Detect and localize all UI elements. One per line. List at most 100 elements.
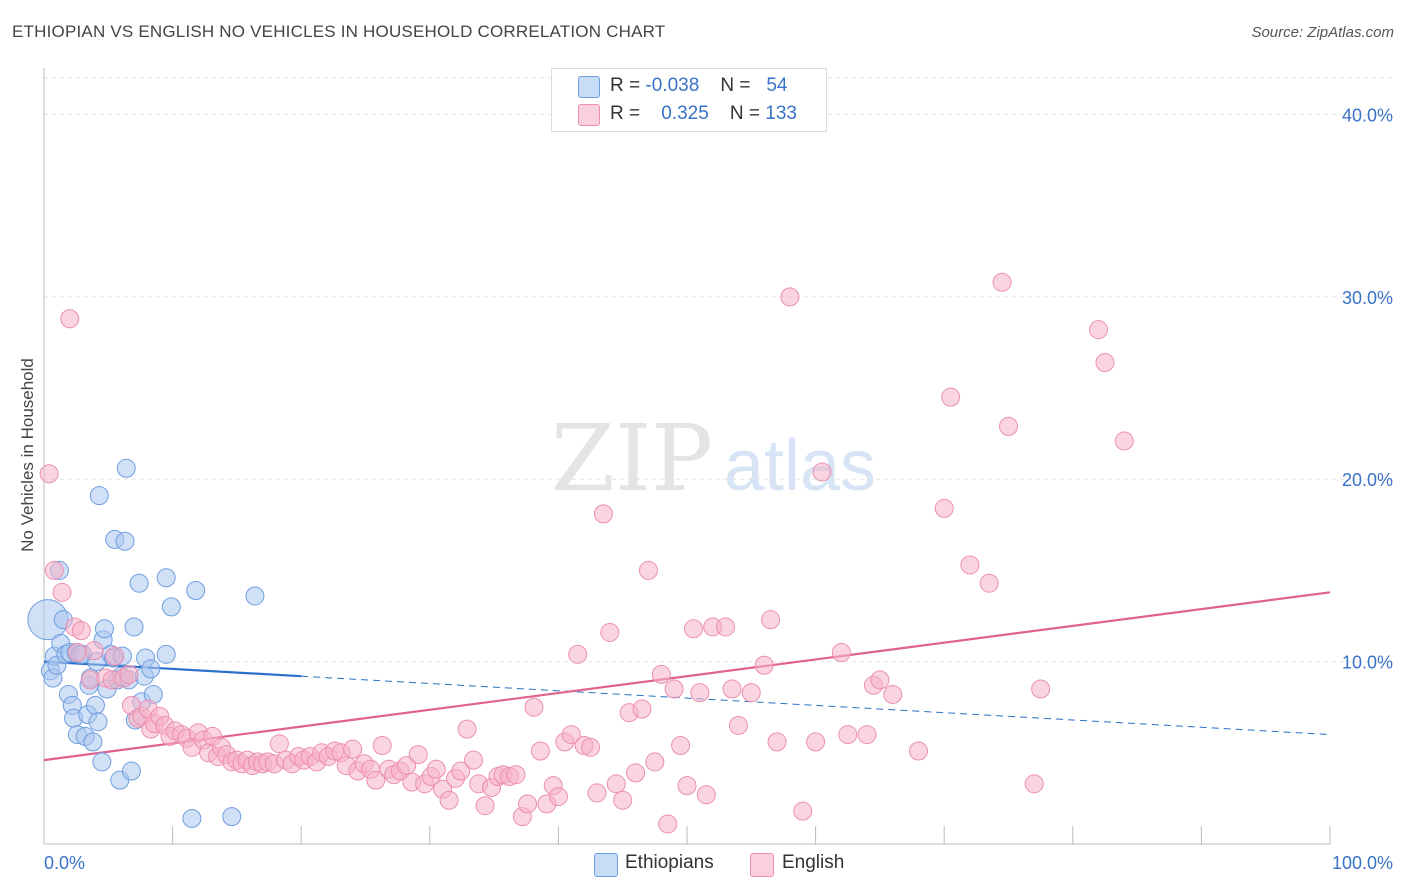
data-point-english <box>716 617 736 637</box>
data-point-english <box>908 741 928 761</box>
data-point-ethiopians <box>115 531 135 551</box>
data-point-english <box>632 699 652 719</box>
data-point-english <box>677 776 697 796</box>
data-point-english <box>475 796 495 816</box>
data-point-english <box>524 697 544 717</box>
legend-row-english: R = 0.325 N = 133 <box>552 101 826 129</box>
data-point-english <box>606 774 626 794</box>
gridlines <box>44 77 1392 663</box>
data-point-ethiopians <box>124 617 144 637</box>
data-point-english <box>60 309 80 329</box>
series-legend: Ethiopians English <box>0 851 1406 879</box>
data-point-english <box>934 498 954 518</box>
legend-label-english: English <box>782 852 845 873</box>
data-point-english <box>806 732 826 752</box>
data-point-english <box>105 646 125 666</box>
data-point-english <box>439 790 459 810</box>
data-point-ethiopians <box>94 619 114 639</box>
data-point-english <box>683 619 703 639</box>
data-point-english <box>548 787 568 807</box>
data-point-ethiopians <box>186 580 206 600</box>
data-point-english <box>1095 353 1115 373</box>
y-tick-label: 30.0% <box>1342 288 1393 308</box>
data-point-ethiopians <box>245 586 265 606</box>
legend-label-ethiopians: Ethiopians <box>625 852 714 873</box>
data-point-english <box>960 555 980 575</box>
data-point-english <box>793 801 813 821</box>
data-point-english <box>690 683 710 703</box>
data-point-ethiopians <box>121 761 141 781</box>
data-point-english <box>600 622 620 642</box>
data-point-english <box>651 664 671 684</box>
data-point-english <box>645 752 665 772</box>
source-label: Source: ZipAtlas.com <box>1251 24 1394 41</box>
data-point-english <box>838 725 858 745</box>
data-point-english <box>728 715 748 735</box>
data-point-english <box>696 785 716 805</box>
data-point-ethiopians <box>161 597 181 617</box>
legend-n-label: N = <box>729 103 761 124</box>
data-point-ethiopians <box>83 732 103 752</box>
data-point-ethiopians <box>156 644 176 664</box>
legend-swatch-english <box>750 853 774 877</box>
data-point-english <box>518 794 538 814</box>
data-point-english <box>754 655 774 675</box>
data-point-english <box>581 737 601 757</box>
data-point-english <box>1031 679 1051 699</box>
data-point-english <box>883 684 903 704</box>
data-point-english <box>613 790 633 810</box>
data-point-english <box>870 670 890 690</box>
legend-r-value: -0.038 <box>645 75 700 96</box>
data-point-english <box>426 759 446 779</box>
data-point-ethiopians <box>182 808 202 828</box>
data-point-english <box>741 683 761 703</box>
data-point-english <box>408 745 428 765</box>
tick-labels: 10.0% 20.0% 30.0% 40.0% 0.0% 100.0% <box>44 105 1393 873</box>
trend-line-extension-ethiopians <box>301 675 1331 736</box>
data-point-ethiopians <box>88 712 108 732</box>
correlation-legend: R = -0.038 N = 54 R = 0.325 N = 133 <box>551 68 827 132</box>
legend-swatch-ethiopians <box>594 853 618 877</box>
data-point-english <box>979 573 999 593</box>
data-point-ethiopians <box>89 486 109 506</box>
data-point-ethiopians <box>141 659 161 679</box>
legend-swatch-english <box>578 104 600 126</box>
data-point-english <box>39 464 59 484</box>
data-point-english <box>84 641 104 661</box>
data-point-english <box>568 644 588 664</box>
data-point-english <box>561 725 581 745</box>
data-point-english <box>67 643 87 662</box>
data-point-english <box>587 783 607 803</box>
data-point-english <box>626 763 646 783</box>
data-point-english <box>999 416 1018 436</box>
data-point-english <box>857 725 877 745</box>
legend-r-value: 0.325 <box>661 103 709 124</box>
data-point-english <box>780 287 800 307</box>
data-point-ethiopians <box>129 573 149 593</box>
data-point-english <box>457 719 477 739</box>
trend-line-english <box>43 591 1331 762</box>
data-point-ethiopians <box>156 568 176 588</box>
data-point-english <box>992 272 1012 292</box>
data-point-ethiopians <box>85 695 105 715</box>
data-point-english <box>1024 774 1044 794</box>
data-point-english <box>52 582 72 602</box>
data-point-english <box>671 736 691 756</box>
data-point-english <box>343 739 363 759</box>
chart-title: ETHIOPIAN VS ENGLISH NO VEHICLES IN HOUS… <box>12 22 666 41</box>
data-point-english <box>664 679 684 699</box>
data-point-english <box>119 664 139 684</box>
data-point-english <box>44 560 64 580</box>
data-point-english <box>658 814 678 834</box>
x-tick-label: 100.0% <box>1332 853 1393 873</box>
data-point-english <box>1089 320 1109 340</box>
legend-n-label: N = <box>720 75 751 96</box>
trend-lines <box>43 591 1331 762</box>
trend-line-ethiopians <box>43 660 302 678</box>
x-tick-label: 0.0% <box>44 853 85 873</box>
legend-n-value: 54 <box>766 75 788 96</box>
watermark-atlas: atlas <box>724 426 876 506</box>
legend-r-label: R = <box>610 75 641 96</box>
data-point-english <box>831 643 851 662</box>
